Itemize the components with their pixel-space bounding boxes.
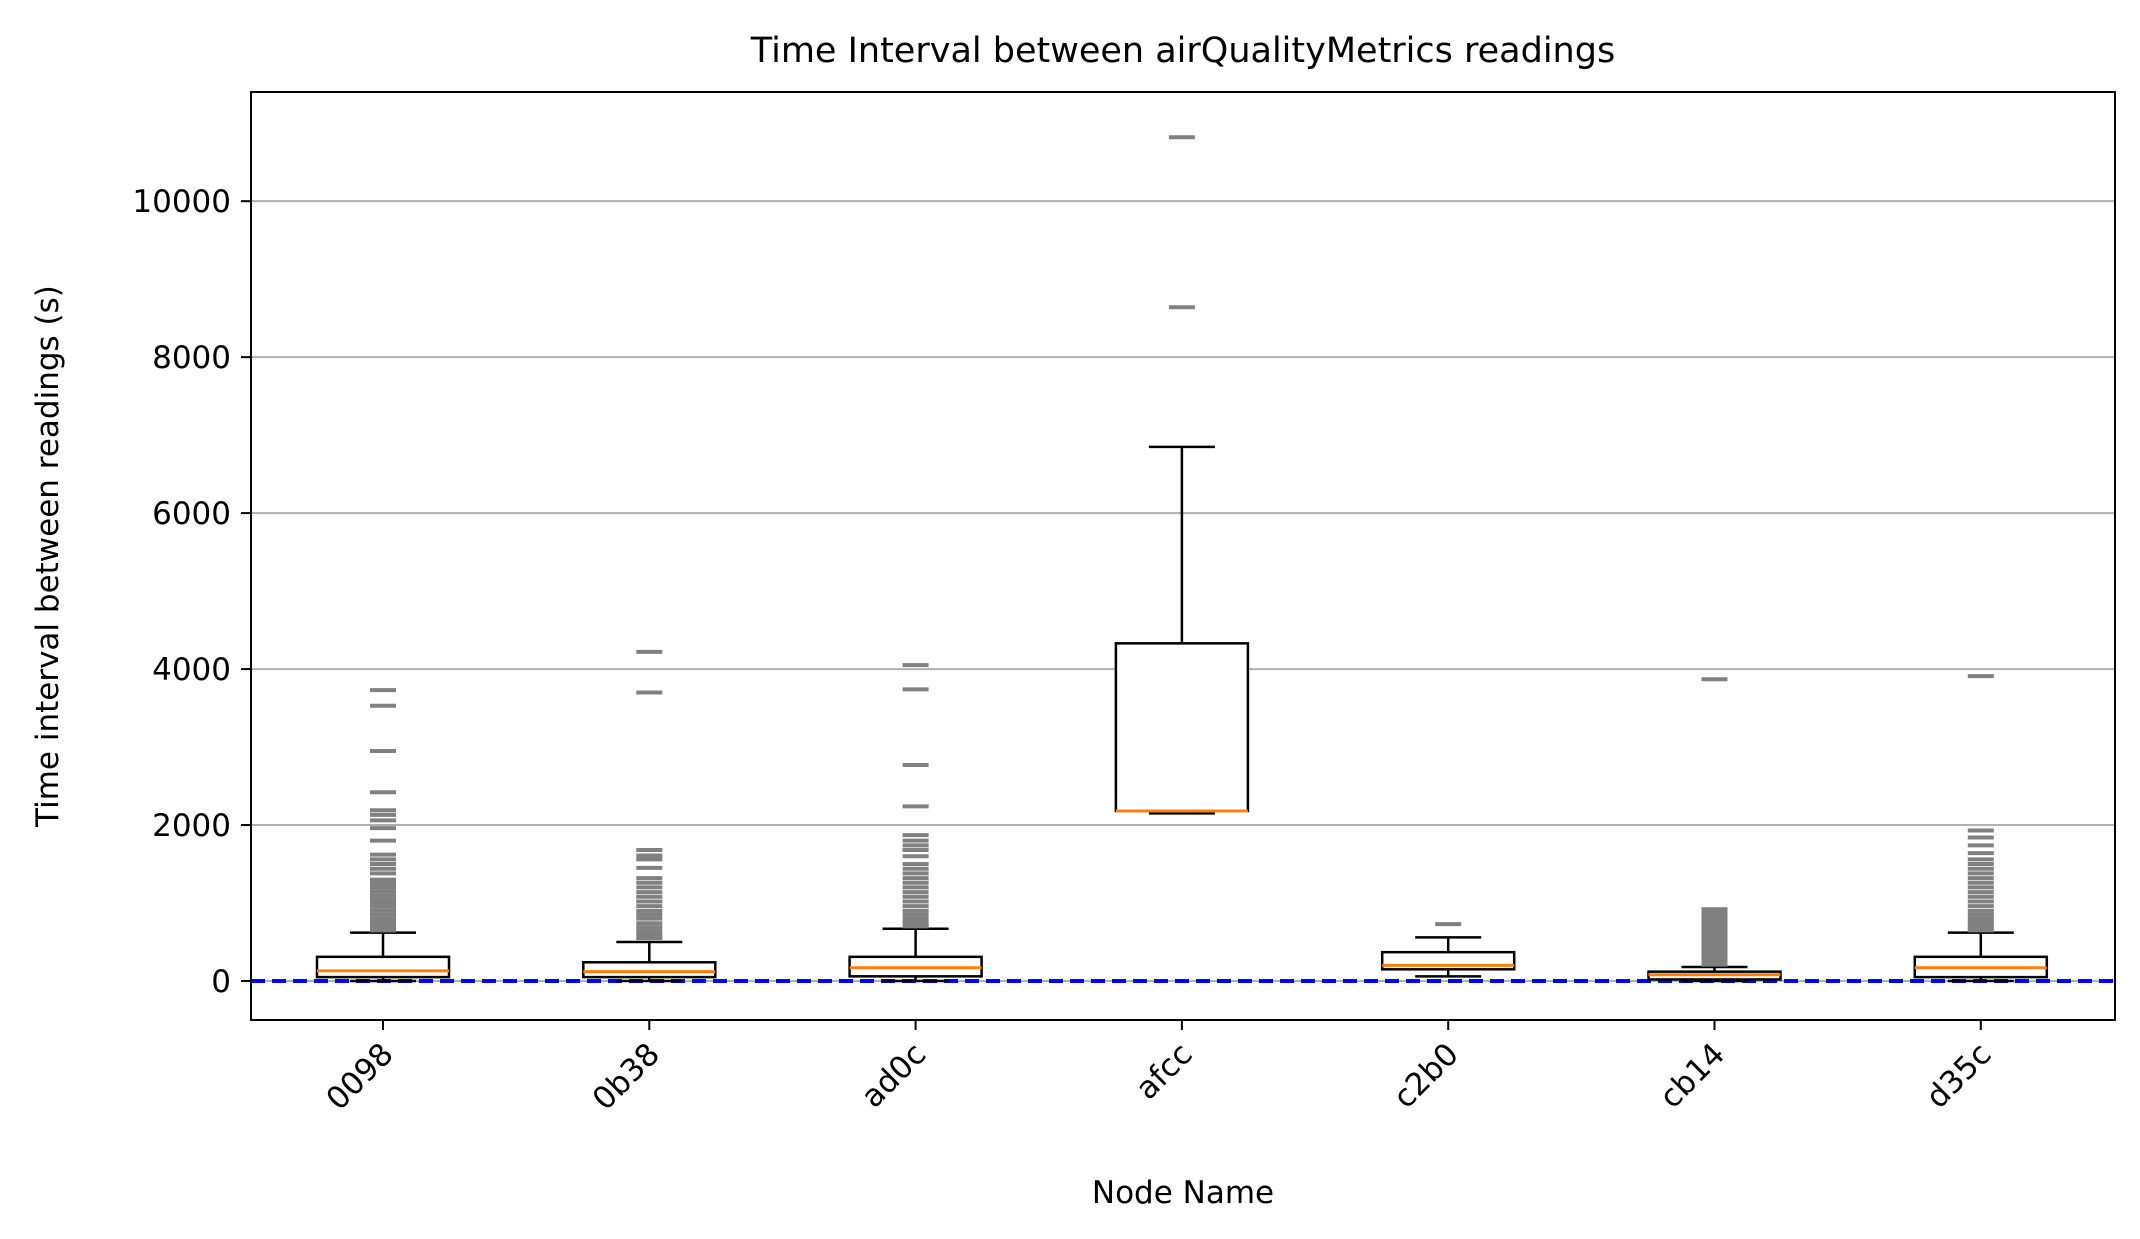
chart-title: Time Interval between airQualityMetrics … bbox=[750, 31, 1615, 71]
box-group-0098 bbox=[315, 688, 451, 983]
y-tick-label: 2000 bbox=[152, 808, 231, 844]
box-group-afcc bbox=[1114, 135, 1250, 815]
y-tick-label: 0 bbox=[211, 964, 231, 1000]
box-group-ad0c bbox=[848, 663, 983, 983]
box-group-c2b0 bbox=[1380, 922, 1516, 978]
y-tick-label: 10000 bbox=[132, 184, 231, 220]
iqr-box bbox=[582, 961, 717, 979]
y-tick-label: 8000 bbox=[152, 340, 231, 376]
boxes-layer bbox=[315, 135, 2049, 983]
y-tick-label: 6000 bbox=[152, 496, 231, 532]
axes-frame bbox=[250, 91, 2116, 1021]
box-group-cb14 bbox=[1647, 677, 1782, 983]
y-tick-label: 4000 bbox=[152, 652, 231, 688]
box-group-d35c bbox=[1913, 674, 2049, 983]
y-axis-label: Time interval between readings (s) bbox=[30, 285, 66, 828]
box-group-0b38 bbox=[582, 649, 717, 983]
x-axis-label: Node Name bbox=[1092, 1175, 1274, 1211]
iqr-box bbox=[1114, 642, 1250, 813]
iqr-box bbox=[315, 955, 451, 979]
